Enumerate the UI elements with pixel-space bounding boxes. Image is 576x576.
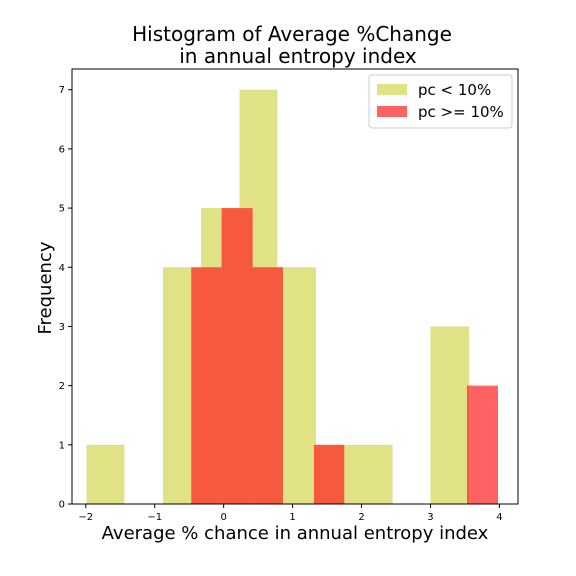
x-tick-label: 1	[289, 512, 295, 523]
legend-swatch-pc-lt-10	[377, 84, 407, 95]
histogram-bar-series0-bin7	[353, 444, 393, 504]
histogram-bar-series1-bin9	[466, 385, 499, 504]
y-tick-label: 1	[59, 440, 65, 451]
plot-frame	[71, 68, 519, 505]
bars-layer	[86, 89, 499, 504]
legend-label-pc-gte-10: pc >= 10%	[418, 103, 504, 121]
histogram-bar-series1-bin0	[191, 267, 222, 504]
histogram-bar-series0-bin9	[430, 326, 470, 504]
histogram-bar-series0-bin0	[86, 444, 125, 504]
legend: pc < 10% pc >= 10%	[368, 74, 513, 129]
x-axis-ticks: −2 −1 0 1 2 3 4	[78, 504, 503, 523]
legend-swatch-pc-gte-10	[377, 106, 407, 117]
y-tick-label: 5	[59, 204, 65, 215]
y-tick-label: 7	[59, 85, 65, 96]
y-axis-label: Frequency	[35, 241, 56, 334]
x-tick-label: 4	[496, 512, 502, 523]
legend-label-pc-lt-10: pc < 10%	[418, 81, 491, 99]
histogram-bar-series1-bin4	[313, 444, 345, 504]
y-tick-label: 3	[59, 322, 65, 333]
x-axis-label: Average % chance in annual entropy index	[102, 523, 489, 544]
histogram-bar-series1-bin1	[221, 208, 253, 504]
y-tick-label: 0	[59, 500, 65, 511]
y-tick-label: 6	[59, 144, 65, 155]
histogram-bar-series0-bin5	[277, 267, 317, 504]
histogram-bar-series1-bin2	[252, 267, 283, 504]
x-tick-label: 2	[358, 512, 364, 523]
chart-title-line2: in annual entropy index	[179, 44, 417, 68]
x-tick-label: 3	[427, 512, 433, 523]
x-tick-label: −1	[147, 512, 162, 523]
x-tick-label: 0	[220, 512, 226, 523]
chart-title-line1: Histogram of Average %Change	[132, 22, 452, 46]
y-tick-label: 2	[59, 381, 65, 392]
x-tick-label: −2	[78, 512, 93, 523]
y-tick-label: 4	[59, 263, 65, 274]
y-axis-ticks: 0 1 2 3 4 5 6 7	[59, 85, 72, 511]
